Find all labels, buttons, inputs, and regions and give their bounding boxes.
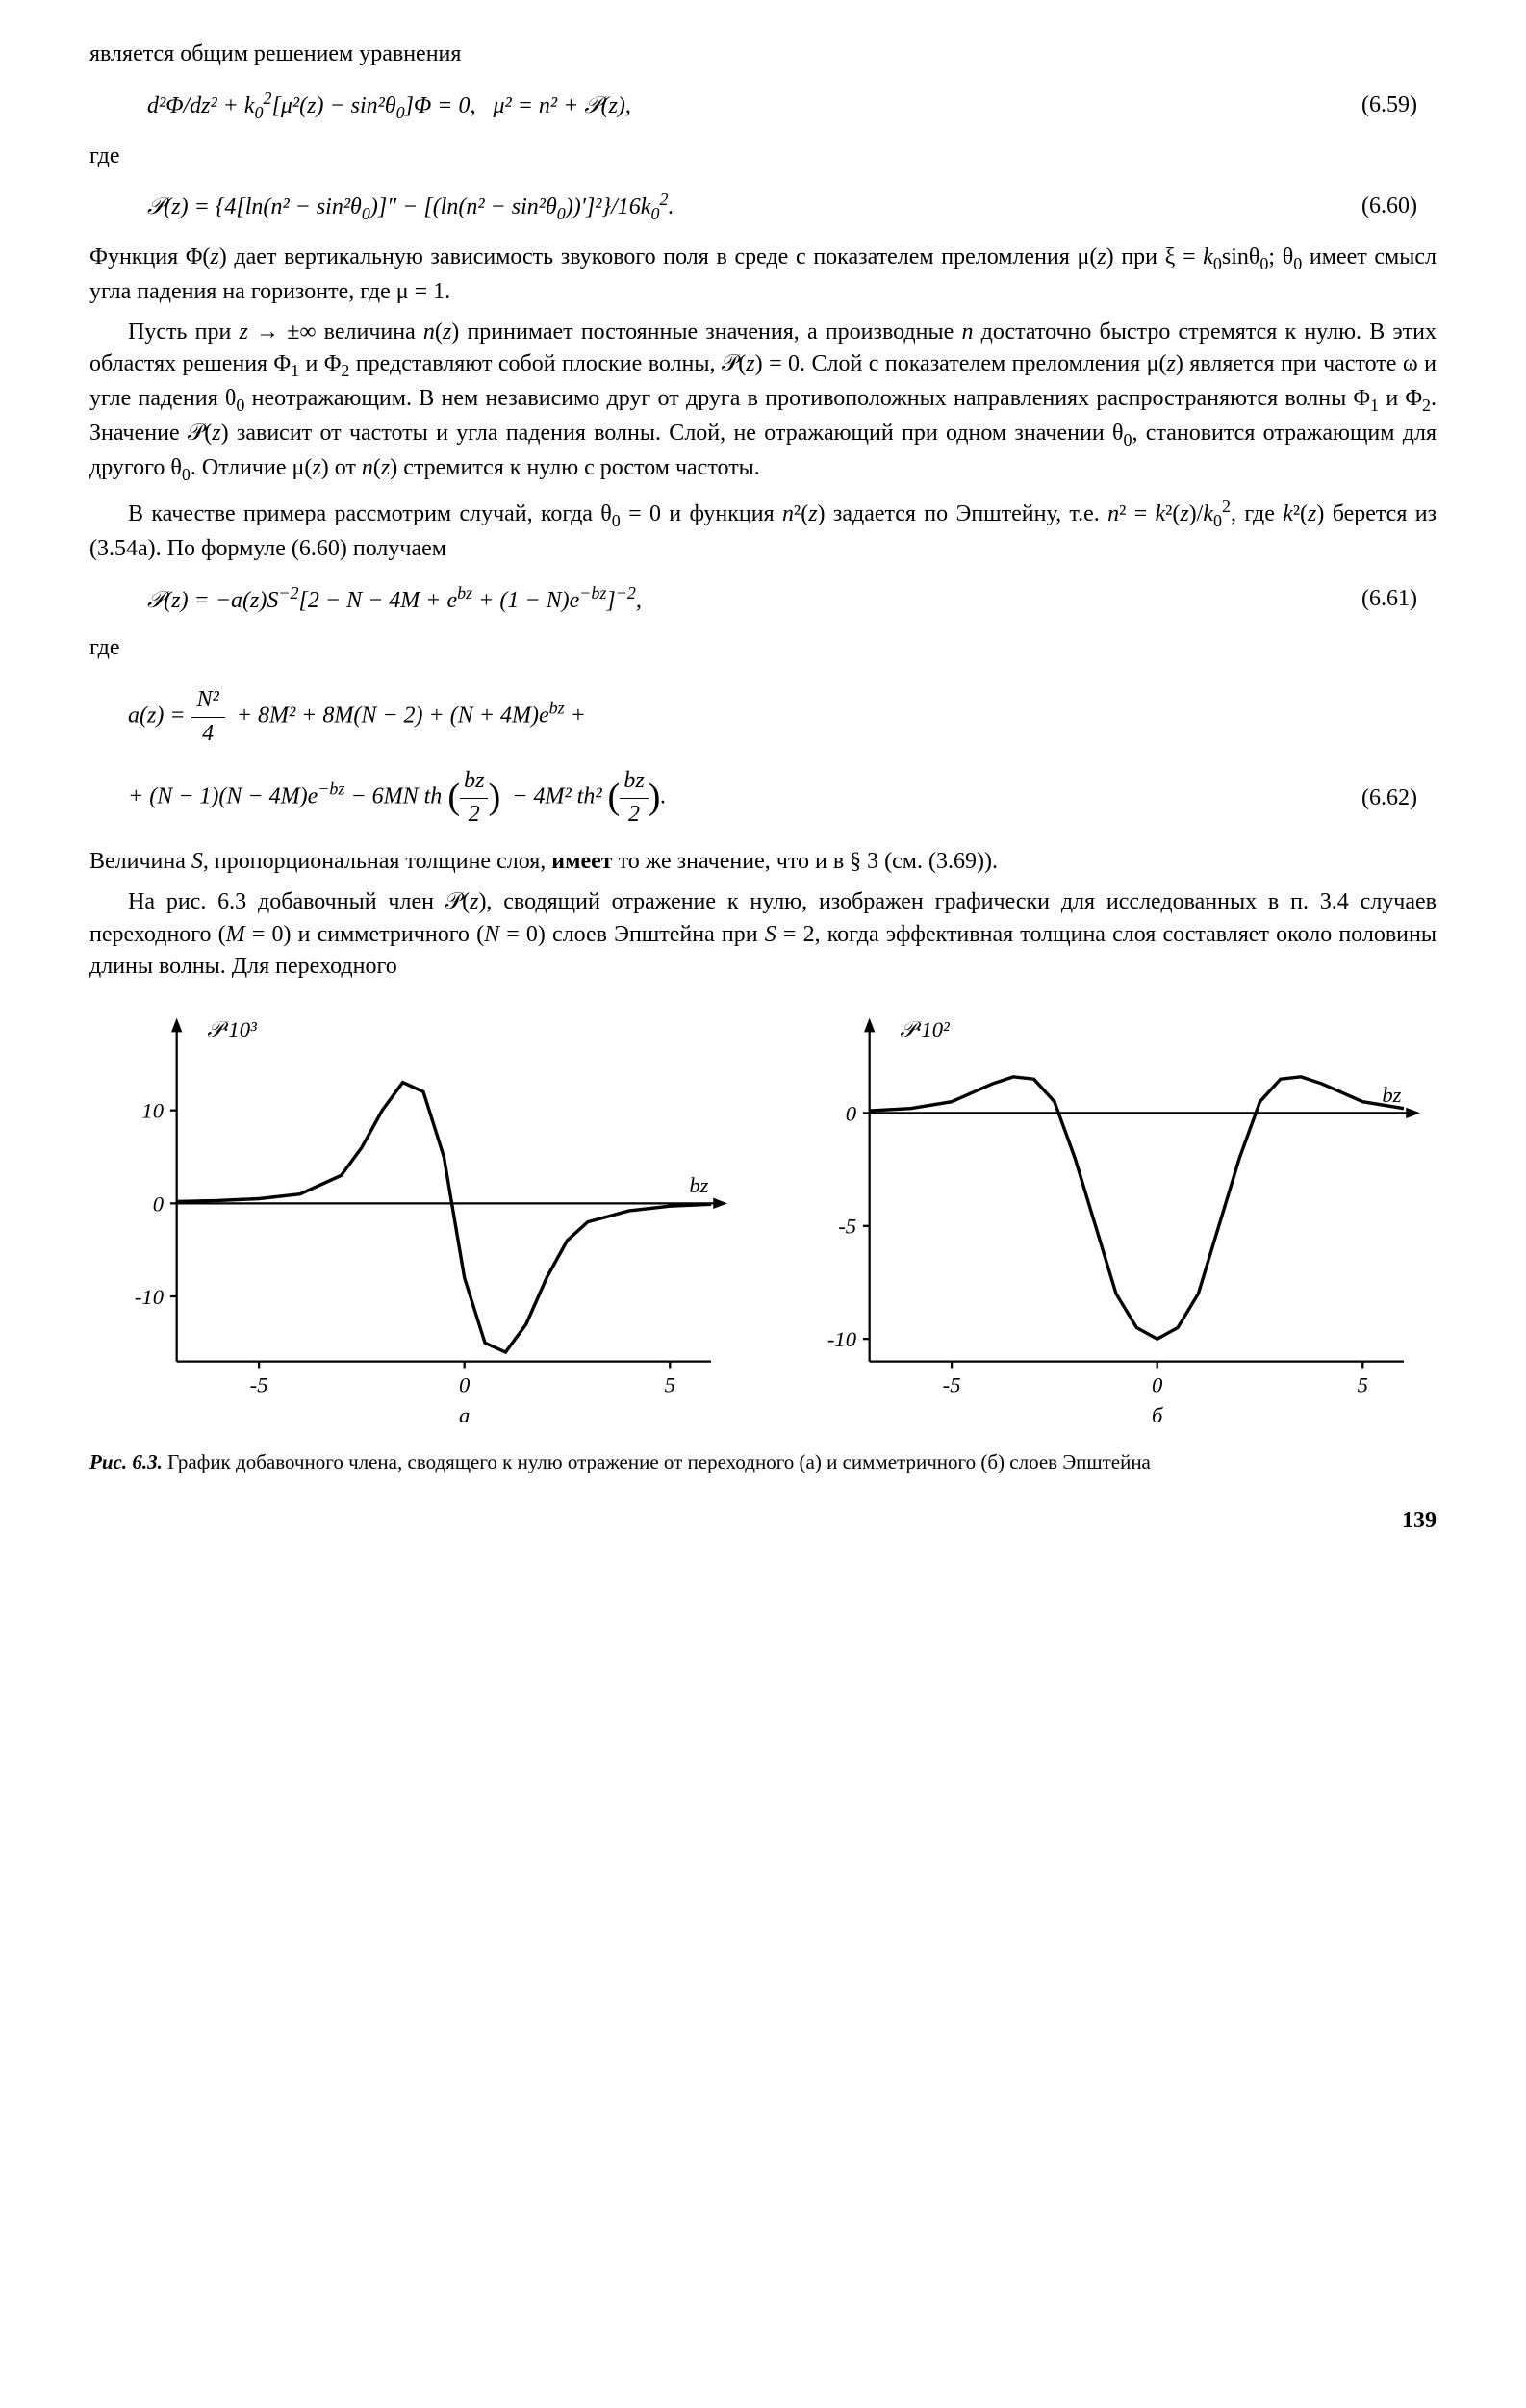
paragraph-1: является общим решением уравнения [89,38,1437,71]
svg-text:б: б [1152,1403,1163,1427]
svg-text:-10: -10 [135,1285,165,1309]
chart-a-svg: -10 0 10 -5 0 5 𝒫·10³ bz а [89,1012,744,1427]
equation-6-61: 𝒫(z) = −a(z)S−2[2 − N − 4M + ebz + (1 − … [89,581,1437,618]
paragraph-6: На рис. 6.3 добавочный член 𝒫(z), сводящ… [89,886,1437,984]
svg-text:0: 0 [153,1191,165,1216]
svg-text:𝒫·10³: 𝒫·10³ [207,1017,258,1041]
svg-text:0: 0 [1152,1372,1163,1396]
equation-6-60-content: 𝒫(z) = {4[ln(n² − sin²θ0)]″ − [(ln(n² − … [147,188,674,226]
figure-6-3-caption: Рис. 6.3. График добавочного члена, свод… [89,1448,1437,1476]
equation-6-62-line1: a(z) = N² 4 + 8M² + 8M(N − 2) + (N + 4M)… [128,684,586,750]
svg-text:-10: -10 [827,1327,857,1351]
figure-6-3-panel-a: -10 0 10 -5 0 5 𝒫·10³ bz а [89,1012,744,1437]
equation-6-62-line2: + (N − 1)(N − 4M)e−bz − 6MN th (bz2) − 4… [128,765,666,831]
equation-6-60-number: (6.60) [1361,191,1437,223]
svg-text:5: 5 [665,1372,675,1396]
equation-6-59-content: d²Φ/dz² + k02[μ²(z) − sin²θ0]Φ = 0, μ² =… [147,87,631,125]
svg-text:0: 0 [846,1101,857,1125]
paragraph-3: Пусть при z → ±∞ величина n(z) принимает… [89,317,1437,488]
page-number: 139 [89,1505,1437,1538]
svg-text:0: 0 [459,1372,471,1396]
figure-6-3: -10 0 10 -5 0 5 𝒫·10³ bz а -10 -5 0 -5 0 5 𝒫·10² bz б [89,1012,1437,1437]
svg-text:bz: bz [689,1173,708,1197]
equation-6-59: d²Φ/dz² + k02[μ²(z) − sin²θ0]Φ = 0, μ² =… [89,87,1437,125]
where-label-2: где [89,632,1437,665]
figure-6-3-panel-b: -10 -5 0 -5 0 5 𝒫·10² bz б [782,1012,1437,1437]
equation-6-61-number: (6.61) [1361,583,1437,616]
svg-text:а: а [459,1403,470,1427]
svg-text:-5: -5 [943,1372,961,1396]
paragraph-2: Функция Φ(z) дает вертикальную зависимос… [89,242,1437,309]
svg-text:𝒫·10²: 𝒫·10² [900,1017,951,1041]
chart-b-svg: -10 -5 0 -5 0 5 𝒫·10² bz б [782,1012,1437,1427]
svg-text:-5: -5 [250,1372,268,1396]
figure-caption-prefix: Рис. 6.3. [89,1450,163,1473]
equation-6-60: 𝒫(z) = {4[ln(n² − sin²θ0)]″ − [(ln(n² − … [89,188,1437,226]
svg-text:5: 5 [1358,1372,1368,1396]
equation-6-61-content: 𝒫(z) = −a(z)S−2[2 − N − 4M + ebz + (1 − … [147,581,642,618]
paragraph-4: В качестве примера рассмотрим случай, ко… [89,495,1437,566]
where-label-1: где [89,141,1437,173]
svg-text:10: 10 [141,1098,164,1122]
equation-6-62: a(z) = N² 4 + 8M² + 8M(N − 2) + (N + 4M)… [128,684,1437,831]
svg-text:bz: bz [1382,1083,1401,1107]
svg-text:-5: -5 [838,1215,856,1239]
figure-caption-text: График добавочного члена, сводящего к ну… [163,1450,1151,1473]
paragraph-5: Величина S, пропорциональная толщине сло… [89,846,1437,879]
equation-6-62-number: (6.62) [1361,782,1437,815]
equation-6-59-number: (6.59) [1361,90,1437,122]
